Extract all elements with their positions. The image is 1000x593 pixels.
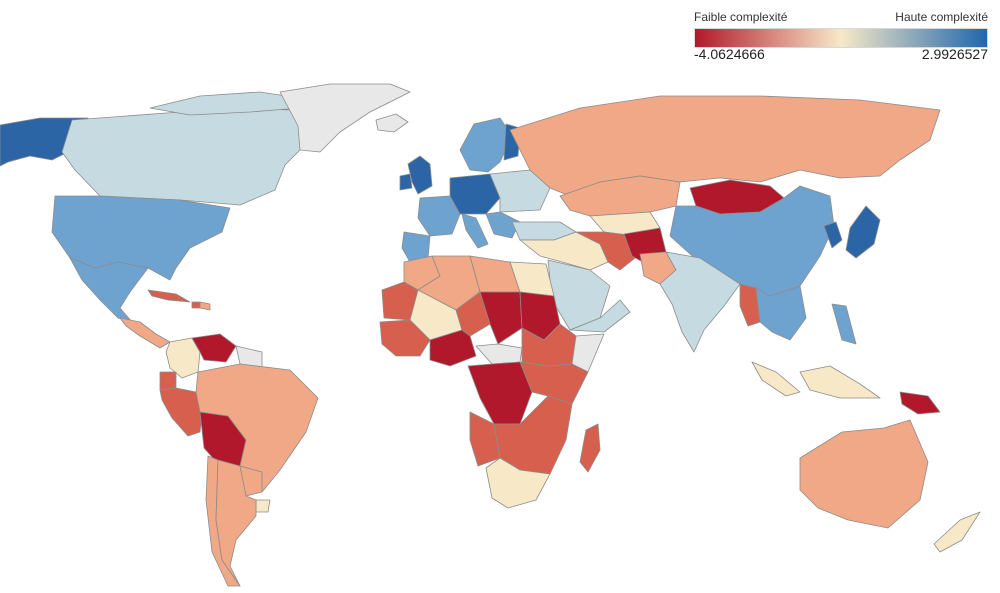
- region-mexico[interactable]: [69, 257, 149, 323]
- region-canada[interactable]: [61, 107, 311, 206]
- region-niger[interactable]: [455, 291, 491, 337]
- region-angola[interactable]: [469, 411, 501, 467]
- region-italy[interactable]: [461, 213, 489, 249]
- legend-max-value: 2.9926527: [921, 46, 988, 62]
- legend-high-label: Haute complexité: [895, 10, 988, 24]
- region-india[interactable]: [659, 251, 741, 353]
- region-south-africa[interactable]: [485, 457, 551, 509]
- region-yemen-oman[interactable]: [569, 299, 631, 333]
- region-iceland[interactable]: [375, 113, 409, 133]
- legend-gradient-bar: [694, 28, 988, 48]
- region-kazakhstan[interactable]: [559, 175, 681, 217]
- legend-low-label: Faible complexité: [694, 10, 788, 24]
- region-korea[interactable]: [823, 221, 843, 249]
- region-philippines[interactable]: [831, 303, 857, 345]
- region-congo-basin[interactable]: [467, 361, 533, 425]
- region-ecuador[interactable]: [159, 371, 177, 391]
- region-indonesia-east[interactable]: [799, 365, 881, 399]
- region-madagascar[interactable]: [579, 423, 601, 473]
- region-haiti[interactable]: [191, 301, 201, 309]
- region-cuba[interactable]: [147, 289, 191, 303]
- region-central-african-republic[interactable]: [475, 343, 523, 365]
- region-new-zealand[interactable]: [933, 511, 981, 553]
- region-venezuela[interactable]: [191, 333, 237, 363]
- region-papua-new-guinea[interactable]: [899, 391, 941, 415]
- legend-min-value: -4.0624666: [694, 46, 765, 62]
- region-peru[interactable]: [159, 387, 203, 437]
- region-southeast-asia[interactable]: [755, 285, 807, 341]
- region-australia[interactable]: [799, 419, 929, 529]
- region-chad[interactable]: [479, 291, 523, 345]
- region-united-kingdom[interactable]: [407, 155, 433, 195]
- region-myanmar[interactable]: [739, 283, 761, 327]
- region-iran[interactable]: [575, 231, 641, 271]
- color-legend: Faible complexité Haute complexité -4.06…: [694, 8, 988, 64]
- region-nigeria[interactable]: [429, 329, 477, 367]
- region-scandinavia[interactable]: [459, 117, 513, 173]
- region-argentina[interactable]: [215, 459, 257, 587]
- region-central-america[interactable]: [119, 317, 171, 349]
- region-indonesia-west[interactable]: [751, 361, 801, 397]
- region-dominican-republic[interactable]: [199, 301, 211, 311]
- region-greenland[interactable]: [279, 83, 411, 153]
- region-uruguay[interactable]: [255, 499, 271, 513]
- region-japan[interactable]: [845, 205, 881, 259]
- region-russia[interactable]: [509, 95, 941, 197]
- region-west-africa[interactable]: [379, 319, 431, 357]
- region-alaska[interactable]: [0, 117, 89, 167]
- region-ireland[interactable]: [399, 173, 413, 191]
